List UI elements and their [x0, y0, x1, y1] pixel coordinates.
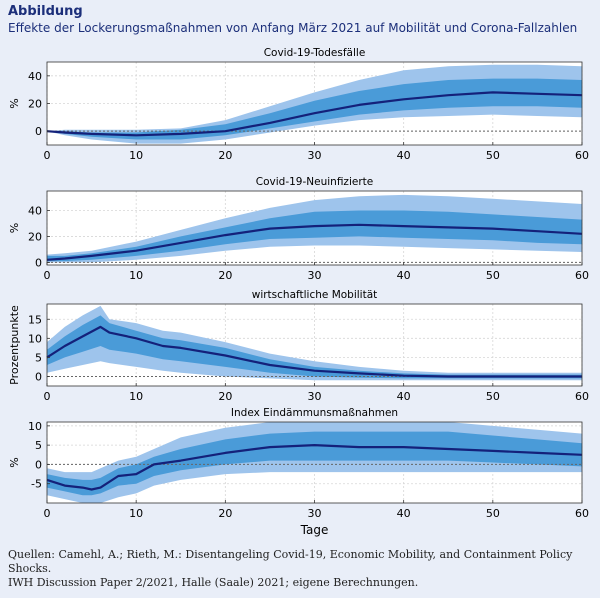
y-axis-label: % [8, 223, 21, 233]
y-axis-label: % [8, 98, 21, 108]
y-tick-label: 40 [28, 70, 42, 83]
inner-confidence-band [47, 315, 582, 379]
x-tick-label: 50 [486, 149, 500, 162]
x-tick-label: 20 [218, 269, 232, 282]
y-tick-label: 5 [35, 439, 42, 452]
x-tick-label: 50 [486, 390, 500, 403]
y-tick-label: -5 [31, 478, 42, 491]
median-line [46, 223, 583, 261]
median-line [46, 444, 583, 491]
x-tick-label: 10 [129, 390, 143, 403]
y-tick-label: 0 [35, 370, 42, 383]
x-tick-label: 0 [44, 507, 51, 520]
inner-confidence-band [47, 210, 582, 262]
panel-title: Covid-19-Neuinfizierte [256, 176, 373, 188]
x-tick-label: 10 [129, 149, 143, 162]
figure-title: Abbildung [8, 4, 83, 19]
x-axis-label: Tage [300, 523, 329, 537]
source-note: Quellen: Camehl, A.; Rieth, M.: Disentan… [8, 548, 600, 590]
y-tick-label: 10 [28, 420, 42, 433]
panel-3: 0 10 20 30 40 50 60 0 5 10 15 wirtschaftliche Mobil… [8, 289, 589, 403]
median-line [46, 325, 582, 378]
x-tick-label: 20 [218, 390, 232, 403]
panel-1: 0 10 20 30 40 50 60 0 20 40 Covid-19-Todesfälle% [8, 47, 589, 162]
y-tick-label: 10 [28, 332, 42, 345]
y-tick-label: 0 [35, 458, 42, 471]
x-tick-label: 40 [397, 390, 411, 403]
source-line-2: IWH Discussion Paper 2/2021, Halle (Saal… [8, 576, 419, 589]
x-tick-label: 30 [308, 269, 322, 282]
x-tick-label: 30 [308, 390, 322, 403]
inner-confidence-band [47, 431, 582, 496]
y-tick-label: 15 [28, 313, 42, 326]
x-tick-label: 10 [129, 507, 143, 520]
y-tick-label: 0 [35, 256, 42, 269]
figure-header: Abbildung Effekte der Lockerungsmaßnahme… [8, 4, 577, 36]
x-tick-label: 60 [575, 269, 589, 282]
panel-2: 0 10 20 30 40 50 60 0 20 40 Covid-19-Neuinfizierte… [8, 176, 589, 282]
x-tick-label: 30 [308, 149, 322, 162]
figure-subtitle: Effekte der Lockerungsmaßnahmen von Anfa… [8, 21, 578, 35]
y-tick-label: 40 [28, 204, 42, 217]
y-tick-label: 20 [28, 98, 42, 111]
x-tick-label: 50 [486, 269, 500, 282]
x-tick-label: 60 [575, 507, 589, 520]
panel-4: 0 10 20 30 40 50 60 -5 0 5 10 Index Eindämmunsmaßna… [8, 407, 589, 537]
x-tick-label: 0 [44, 390, 51, 403]
x-tick-label: 40 [397, 149, 411, 162]
x-tick-label: 30 [308, 507, 322, 520]
source-line-1: Quellen: Camehl, A.; Rieth, M.: Disentan… [8, 548, 573, 575]
panel-title: Covid-19-Todesfälle [264, 47, 366, 59]
x-tick-label: 60 [575, 149, 589, 162]
x-tick-label: 20 [218, 507, 232, 520]
x-tick-label: 10 [129, 269, 143, 282]
x-tick-label: 0 [44, 149, 51, 162]
panel-title: wirtschaftliche Mobilität [252, 289, 378, 301]
x-tick-label: 60 [575, 390, 589, 403]
y-axis-label: Prozentpunkte [8, 305, 21, 385]
outer-confidence-band [47, 305, 582, 381]
y-tick-label: 5 [35, 351, 42, 364]
x-tick-label: 0 [44, 269, 51, 282]
median-line [46, 91, 583, 137]
x-tick-label: 20 [218, 149, 232, 162]
x-tick-label: 50 [486, 507, 500, 520]
y-tick-label: 20 [28, 230, 42, 243]
panel-title: Index Eindämmunsmaßnahmen [231, 407, 398, 419]
y-tick-label: 0 [35, 125, 42, 138]
inner-confidence-band [47, 78, 582, 140]
x-tick-label: 40 [397, 507, 411, 520]
x-tick-label: 40 [397, 269, 411, 282]
y-axis-label: % [8, 457, 21, 467]
